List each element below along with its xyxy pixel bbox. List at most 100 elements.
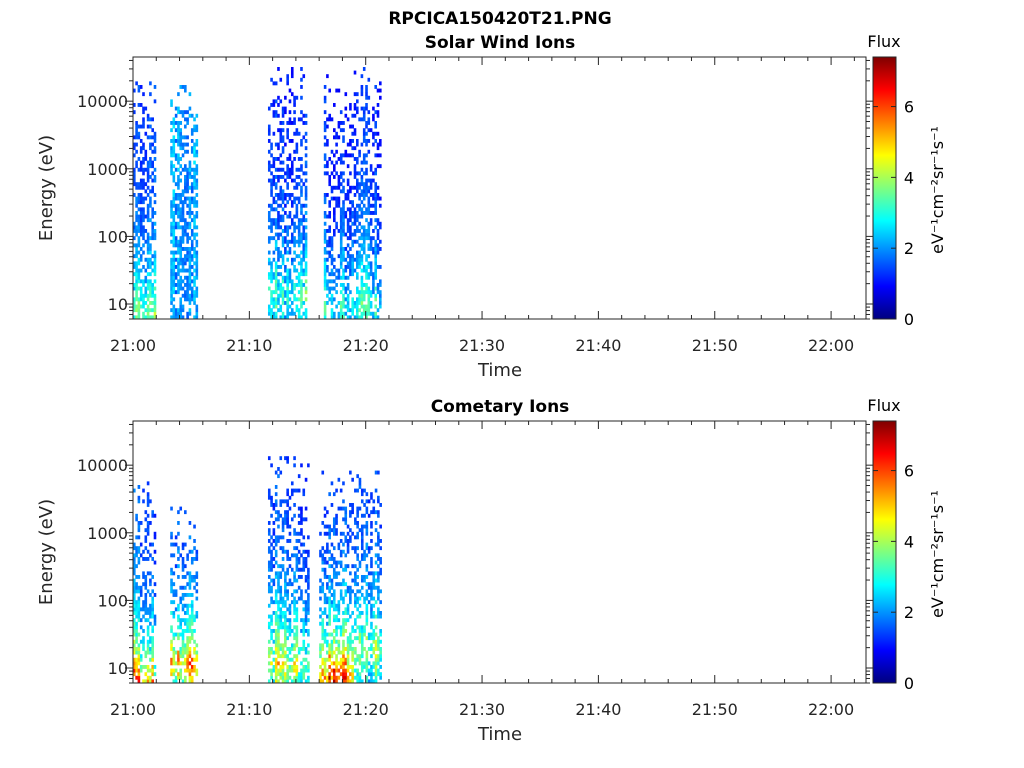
heatmap-cell — [342, 293, 345, 298]
heatmap-cell — [372, 679, 376, 684]
heatmap-cell — [188, 225, 192, 230]
heatmap-cell — [377, 553, 380, 558]
heatmap-cell — [267, 257, 271, 262]
heatmap-cell — [270, 265, 273, 269]
heatmap-cell — [286, 275, 289, 280]
heatmap-cell — [137, 167, 141, 172]
heatmap-cell — [297, 308, 301, 313]
heatmap-cell — [146, 207, 150, 212]
heatmap-cell — [337, 661, 341, 666]
heatmap-cell — [328, 203, 332, 208]
heatmap-cell — [302, 225, 306, 230]
heatmap-cell — [321, 611, 325, 615]
heatmap-cell — [186, 625, 189, 630]
heatmap-cell — [367, 636, 371, 641]
heatmap-cell — [177, 268, 180, 273]
heatmap-cell — [330, 279, 334, 284]
heatmap-cell — [172, 647, 176, 651]
heatmap-cell — [267, 564, 271, 569]
heatmap-cell — [335, 629, 338, 633]
heatmap-cell — [300, 236, 303, 241]
heatmap-cell — [286, 297, 289, 302]
heatmap-cell — [135, 203, 138, 208]
heatmap-cell — [349, 142, 352, 147]
heatmap-cell — [323, 153, 327, 158]
heatmap-cell — [188, 585, 192, 590]
heatmap-cell — [288, 250, 292, 255]
heatmap-cell — [304, 265, 308, 269]
heatmap-cell — [346, 117, 350, 122]
heatmap-cell — [323, 193, 327, 197]
heatmap-cell — [146, 124, 150, 129]
heatmap-cell — [342, 481, 345, 486]
heatmap-cell — [133, 661, 136, 666]
heatmap-cell — [170, 211, 173, 215]
heatmap-cell — [353, 171, 357, 176]
heatmap-cell — [356, 261, 359, 266]
heatmap-cell — [190, 185, 194, 190]
heatmap-cell — [330, 243, 334, 248]
y-tick-label: 10000 — [77, 92, 128, 111]
heatmap-cell — [365, 596, 369, 601]
heatmap-cell — [288, 621, 292, 626]
heatmap-cell — [179, 308, 183, 313]
heatmap-cell — [337, 182, 341, 187]
heatmap-cell — [272, 578, 276, 583]
heatmap-cell — [349, 106, 352, 111]
heatmap-cell — [179, 283, 183, 287]
heatmap-cell — [170, 668, 173, 673]
heatmap-cell — [360, 290, 364, 295]
heatmap-cell — [342, 214, 345, 219]
heatmap-cell — [181, 315, 185, 320]
heatmap-cell — [358, 207, 361, 212]
heatmap-cell — [288, 495, 292, 500]
heatmap-cell — [195, 308, 199, 313]
heatmap-cell — [307, 596, 310, 601]
heatmap-cell — [362, 182, 366, 187]
heatmap-cell — [270, 293, 273, 298]
heatmap-cell — [186, 618, 189, 623]
heatmap-cell — [151, 185, 154, 190]
heatmap-cell — [365, 85, 368, 89]
heatmap-cell — [332, 661, 336, 666]
heatmap-cell — [193, 218, 196, 223]
heatmap-cell — [277, 632, 280, 637]
heatmap-cell — [297, 182, 301, 187]
heatmap-cell — [344, 521, 348, 525]
heatmap-cell — [372, 632, 376, 637]
heatmap-cell — [374, 250, 378, 255]
heatmap-cell — [274, 304, 278, 309]
heatmap-cell — [349, 632, 352, 637]
heatmap-cell — [330, 301, 334, 305]
heatmap-cell — [342, 654, 345, 659]
heatmap-cell — [360, 261, 364, 266]
heatmap-cell — [346, 636, 350, 641]
heatmap-cell — [335, 679, 338, 684]
heatmap-cell — [300, 517, 303, 522]
heatmap-cell — [274, 661, 278, 666]
heatmap-cell — [190, 679, 194, 684]
heatmap-cell — [179, 142, 183, 147]
heatmap-cell — [353, 257, 357, 262]
heatmap-cell — [360, 546, 364, 551]
colorbar-tick-label: 0 — [904, 674, 914, 693]
heatmap-cell — [304, 247, 308, 251]
heatmap-cell — [137, 499, 141, 504]
heatmap-cell — [186, 643, 189, 648]
heatmap-cell — [354, 593, 357, 597]
heatmap-cell — [279, 607, 283, 612]
heatmap-cell — [372, 229, 375, 233]
heatmap-cell — [370, 589, 373, 594]
heatmap-cell — [295, 239, 299, 244]
heatmap-cell — [295, 149, 299, 154]
heatmap-cell — [328, 250, 332, 255]
heatmap-cell — [337, 477, 341, 482]
heatmap-cell — [323, 250, 327, 255]
x-tick-label: 22:00 — [808, 700, 854, 719]
heatmap-cell — [351, 679, 354, 684]
heatmap-cell — [193, 657, 196, 662]
heatmap-cell — [193, 629, 196, 633]
heatmap-cell — [379, 629, 382, 633]
heatmap-cell — [279, 672, 283, 677]
